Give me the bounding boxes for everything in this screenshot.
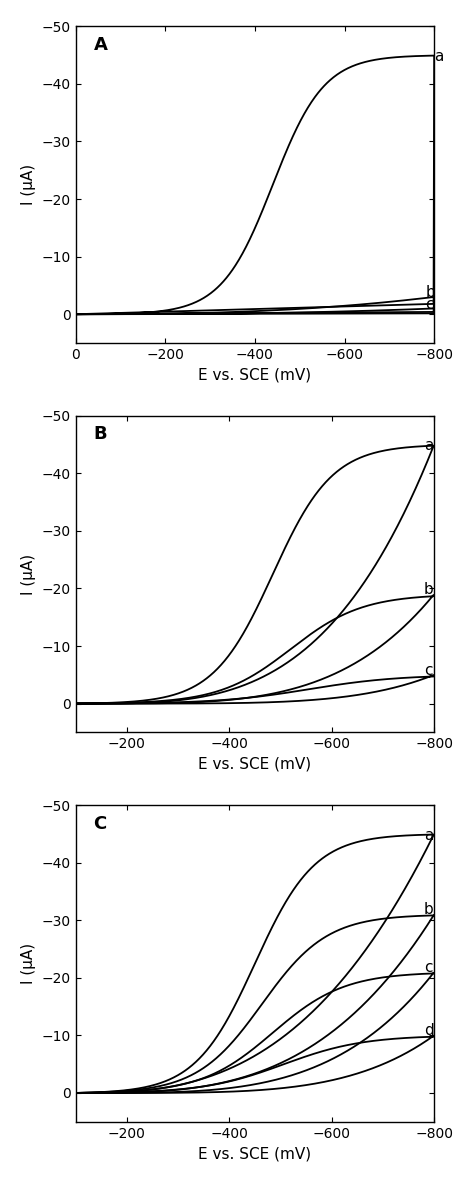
Y-axis label: I (μA): I (μA) [21,164,36,206]
Y-axis label: I (μA): I (μA) [21,943,36,983]
Text: b: b [425,285,435,300]
Text: a: a [424,827,433,843]
Text: B: B [93,426,107,443]
Text: d: d [424,1024,434,1038]
Text: c: c [425,297,434,312]
Text: a: a [434,48,444,64]
X-axis label: E vs. SCE (mV): E vs. SCE (mV) [198,1147,311,1161]
Text: c: c [424,960,432,975]
X-axis label: E vs. SCE (mV): E vs. SCE (mV) [198,756,311,772]
Text: a: a [424,439,433,453]
X-axis label: E vs. SCE (mV): E vs. SCE (mV) [198,368,311,383]
Y-axis label: I (μA): I (μA) [21,553,36,595]
Text: b: b [424,903,434,917]
Text: b: b [424,583,434,597]
Text: A: A [93,35,107,54]
Text: c: c [424,663,432,677]
Text: C: C [93,814,107,832]
